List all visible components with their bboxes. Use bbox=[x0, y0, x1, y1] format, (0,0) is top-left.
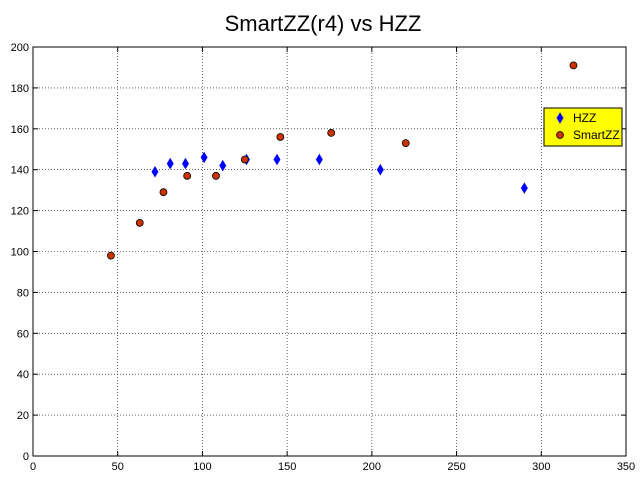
legend-marker-hzz bbox=[556, 112, 564, 124]
hzz-point bbox=[166, 157, 174, 170]
y-tick-label: 200 bbox=[11, 42, 29, 54]
smartzz-point bbox=[159, 188, 168, 197]
smartzz-point bbox=[569, 61, 578, 70]
x-tick-label: 250 bbox=[447, 461, 465, 473]
hzz-point bbox=[219, 159, 227, 172]
plot-area bbox=[33, 47, 626, 456]
hzz-point bbox=[182, 157, 189, 170]
y-axis: 0 20 40 60 80 100 120 140 160 180 200 bbox=[11, 42, 626, 463]
hzz-point bbox=[200, 151, 208, 164]
x-tick-label: 0 bbox=[30, 461, 36, 473]
x-axis: 0 50 100 150 200 250 300 350 bbox=[30, 47, 635, 473]
y-tick-label: 180 bbox=[11, 83, 29, 95]
y-tick-label: 160 bbox=[11, 124, 29, 136]
grid-lines bbox=[33, 47, 626, 456]
x-tick-label: 300 bbox=[532, 461, 550, 473]
hzz-point bbox=[273, 153, 281, 166]
data-points bbox=[107, 61, 578, 260]
smartzz-point bbox=[327, 128, 336, 137]
hzz-point bbox=[151, 165, 159, 178]
y-tick-label: 80 bbox=[17, 287, 29, 299]
smartzz-point bbox=[276, 133, 285, 141]
smartzz-point bbox=[135, 218, 144, 227]
y-tick-label: 120 bbox=[11, 206, 29, 218]
hzz-point bbox=[315, 153, 323, 166]
y-tick-label: 20 bbox=[17, 410, 29, 422]
legend-label: HZZ bbox=[573, 111, 596, 125]
legend: HZZ SmartZZ bbox=[543, 107, 623, 147]
legend-marker-smartzz bbox=[556, 131, 564, 139]
x-tick-label: 200 bbox=[363, 461, 381, 473]
y-tick-label: 100 bbox=[11, 247, 29, 259]
y-tick-label: 60 bbox=[17, 328, 29, 340]
y-tick-label: 0 bbox=[23, 451, 29, 463]
plot-border bbox=[32, 46, 627, 457]
chart-title: SmartZZ(r4) vs HZZ bbox=[225, 11, 422, 36]
x-tick-label: 350 bbox=[617, 461, 635, 473]
smartzz-point bbox=[240, 155, 249, 164]
smartzz-point bbox=[401, 139, 410, 148]
smartzz-point bbox=[212, 171, 220, 180]
smartzz-point bbox=[107, 251, 115, 260]
x-tick-label: 50 bbox=[112, 461, 124, 473]
legend-box bbox=[543, 107, 623, 147]
smartzz-point bbox=[183, 171, 192, 180]
y-tick-label: 140 bbox=[11, 165, 29, 177]
hzz-point bbox=[376, 163, 384, 176]
x-tick-label: 150 bbox=[278, 461, 296, 473]
x-tick-label: 100 bbox=[193, 461, 211, 473]
y-tick-label: 40 bbox=[17, 369, 29, 381]
legend-label: SmartZZ bbox=[573, 128, 620, 142]
hzz-point bbox=[520, 182, 528, 194]
